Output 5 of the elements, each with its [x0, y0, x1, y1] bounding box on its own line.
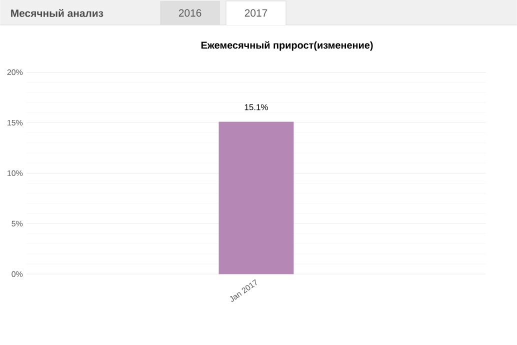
text: 2016 [178, 9, 202, 17]
data-label: 15.1% [244, 104, 268, 110]
text: 2017 [244, 9, 268, 17]
chart-title: Ежемесячный прирост(изменение) [201, 41, 373, 51]
text: Месячный анализ [11, 9, 104, 18]
